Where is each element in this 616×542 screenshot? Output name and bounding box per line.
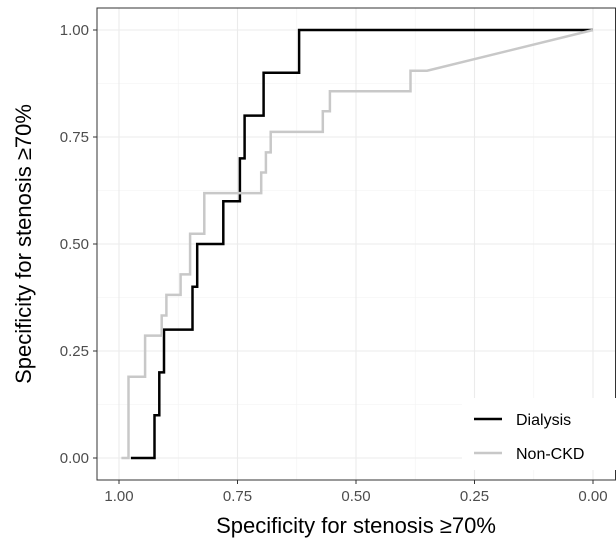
- series-line-dialysis: [130, 28, 593, 460]
- axis-ticks: 1.00 0.75 0.50 0.25 0.00 0.00 0.25 0.50 0.75 1.00: [60, 22, 608, 505]
- x-axis-title: Specificity for stenosis ≥70%: [216, 513, 496, 538]
- y-axis-title: Specificity for stenosis ≥70%: [11, 104, 36, 384]
- y-tick-label: 0.75: [60, 129, 89, 146]
- legend: Dialysis Non-CKD: [462, 398, 616, 470]
- y-tick-label: 0.50: [60, 236, 89, 253]
- y-tick-label: 1.00: [60, 22, 89, 39]
- series-lines: [121, 28, 594, 460]
- y-tick-label: 0.00: [60, 450, 89, 467]
- grid: [97, 8, 616, 480]
- x-tick-label: 0.50: [341, 488, 370, 505]
- x-tick-label: 0.00: [578, 488, 607, 505]
- y-tick-label: 0.25: [60, 343, 89, 360]
- x-tick-label: 1.00: [104, 488, 133, 505]
- x-tick-label: 0.25: [460, 488, 489, 505]
- series-line-non-ckd: [121, 28, 594, 460]
- x-tick-label: 0.75: [223, 488, 252, 505]
- legend-label-non-ckd: Non-CKD: [516, 446, 584, 463]
- legend-background: [462, 398, 616, 470]
- legend-label-dialysis: Dialysis: [516, 412, 571, 429]
